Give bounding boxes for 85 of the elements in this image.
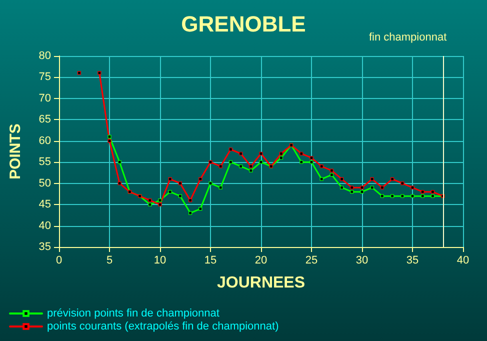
y-axis-title: POINTS bbox=[7, 124, 24, 180]
point bbox=[320, 177, 324, 181]
point bbox=[380, 186, 384, 190]
point bbox=[98, 71, 102, 75]
point bbox=[390, 177, 394, 181]
y-tick-label: 40 bbox=[38, 220, 51, 232]
point bbox=[430, 190, 434, 194]
point bbox=[370, 177, 374, 181]
point bbox=[178, 194, 182, 198]
point bbox=[118, 182, 122, 186]
x-tick-label: 30 bbox=[356, 254, 368, 266]
y-tick-label: 35 bbox=[38, 241, 51, 253]
point bbox=[218, 164, 222, 168]
point bbox=[108, 139, 112, 143]
point bbox=[249, 168, 253, 172]
point bbox=[249, 164, 253, 168]
point bbox=[208, 160, 212, 164]
point bbox=[360, 186, 364, 190]
point bbox=[310, 156, 314, 160]
point bbox=[158, 202, 162, 206]
y-tick-label: 55 bbox=[38, 156, 51, 168]
point bbox=[188, 198, 192, 202]
point bbox=[430, 194, 434, 198]
y-tick-label: 70 bbox=[38, 92, 51, 104]
point bbox=[330, 168, 334, 172]
x-tick-label: 15 bbox=[204, 254, 217, 266]
point bbox=[178, 182, 182, 186]
point bbox=[259, 152, 263, 156]
point bbox=[370, 186, 374, 190]
point bbox=[340, 177, 344, 181]
point bbox=[410, 186, 414, 190]
point bbox=[259, 160, 263, 164]
point bbox=[350, 186, 354, 190]
point bbox=[400, 182, 404, 186]
point bbox=[168, 177, 172, 181]
y-tick-label: 65 bbox=[38, 114, 51, 126]
point bbox=[420, 194, 424, 198]
x-tick-label: 5 bbox=[106, 254, 113, 266]
x-tick-label: 0 bbox=[56, 254, 62, 266]
point bbox=[390, 194, 394, 198]
point bbox=[380, 194, 384, 198]
point bbox=[168, 190, 172, 194]
point bbox=[228, 148, 232, 152]
point bbox=[218, 186, 222, 190]
point bbox=[400, 194, 404, 198]
point bbox=[279, 152, 283, 156]
point bbox=[330, 173, 334, 177]
point bbox=[420, 190, 424, 194]
point bbox=[158, 198, 162, 202]
chart-title: GRENOBLE bbox=[181, 12, 306, 36]
point bbox=[410, 194, 414, 198]
point bbox=[198, 207, 202, 211]
x-tick-label: 20 bbox=[254, 254, 268, 266]
x-tick-label: 25 bbox=[305, 254, 318, 266]
x-axis-title: JOURNEES bbox=[216, 274, 306, 292]
point bbox=[300, 160, 304, 164]
point bbox=[350, 190, 354, 194]
point bbox=[188, 211, 192, 215]
point bbox=[148, 198, 152, 202]
x-tick-label: 40 bbox=[456, 254, 470, 266]
point bbox=[300, 152, 304, 156]
point bbox=[239, 152, 243, 156]
x-tick-label: 10 bbox=[154, 254, 166, 266]
point bbox=[108, 134, 112, 138]
y-tick-label: 75 bbox=[38, 71, 51, 84]
point bbox=[198, 177, 202, 181]
y-tick-label: 50 bbox=[38, 177, 51, 190]
y-tick-label: 80 bbox=[38, 50, 51, 62]
point bbox=[208, 182, 212, 186]
point bbox=[340, 186, 344, 190]
x-tick-label: 35 bbox=[406, 254, 419, 266]
point bbox=[228, 160, 232, 164]
point bbox=[310, 160, 314, 164]
y-tick-label: 60 bbox=[38, 134, 51, 147]
point bbox=[279, 156, 283, 160]
point bbox=[77, 71, 81, 75]
point bbox=[118, 160, 122, 164]
legend-label: prévision points fin de championnat bbox=[47, 308, 220, 320]
y-tick-label: 45 bbox=[38, 198, 51, 211]
point bbox=[148, 202, 152, 206]
legend-label: points courants (extrapolés fin de championnat) bbox=[47, 320, 279, 332]
point bbox=[320, 164, 324, 168]
point bbox=[360, 190, 364, 194]
point bbox=[239, 164, 243, 168]
ref-line-label: fin championnat bbox=[368, 32, 447, 44]
